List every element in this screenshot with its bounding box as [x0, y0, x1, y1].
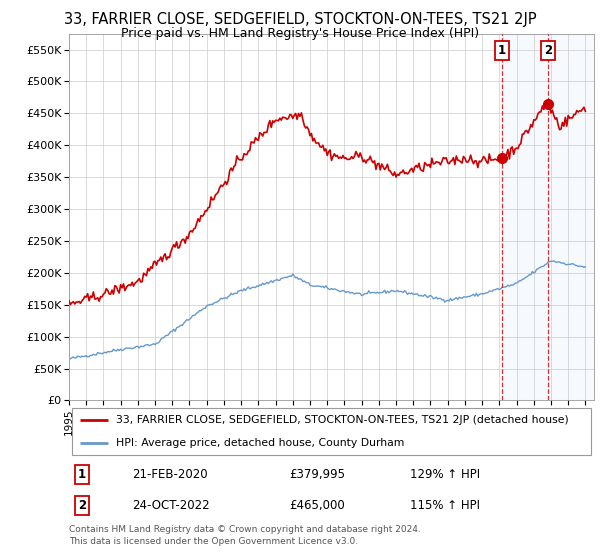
- Text: Contains HM Land Registry data © Crown copyright and database right 2024.
This d: Contains HM Land Registry data © Crown c…: [69, 525, 421, 546]
- Text: 129% ↑ HPI: 129% ↑ HPI: [410, 468, 481, 481]
- Text: 1: 1: [78, 468, 86, 481]
- Text: 2: 2: [78, 499, 86, 512]
- FancyBboxPatch shape: [71, 408, 592, 455]
- Text: 24-OCT-2022: 24-OCT-2022: [132, 499, 209, 512]
- Text: 21-FEB-2020: 21-FEB-2020: [132, 468, 208, 481]
- Text: 33, FARRIER CLOSE, SEDGEFIELD, STOCKTON-ON-TEES, TS21 2JP: 33, FARRIER CLOSE, SEDGEFIELD, STOCKTON-…: [64, 12, 536, 27]
- Text: 33, FARRIER CLOSE, SEDGEFIELD, STOCKTON-ON-TEES, TS21 2JP (detached house): 33, FARRIER CLOSE, SEDGEFIELD, STOCKTON-…: [116, 416, 569, 426]
- Bar: [502, 34, 594, 400]
- Text: 1: 1: [497, 44, 506, 57]
- Text: Price paid vs. HM Land Registry's House Price Index (HPI): Price paid vs. HM Land Registry's House …: [121, 27, 479, 40]
- Text: £465,000: £465,000: [290, 499, 345, 512]
- Text: HPI: Average price, detached house, County Durham: HPI: Average price, detached house, Coun…: [116, 438, 404, 448]
- Text: 2: 2: [544, 44, 552, 57]
- Text: 115% ↑ HPI: 115% ↑ HPI: [410, 499, 480, 512]
- Text: £379,995: £379,995: [290, 468, 346, 481]
